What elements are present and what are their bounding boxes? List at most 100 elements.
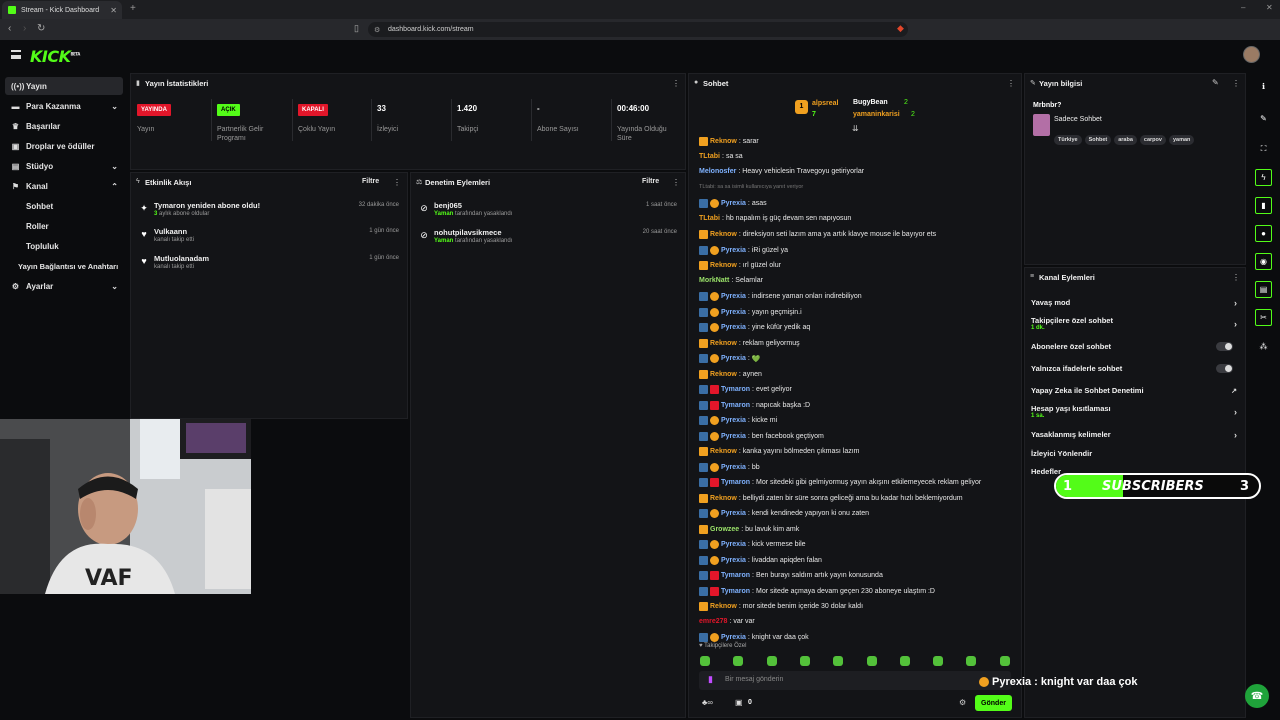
emote-icon[interactable] bbox=[833, 656, 844, 666]
sidebar-subitem-stream-key[interactable]: Yayın Bağlantısı ve Anahtarı bbox=[18, 262, 119, 271]
avatar[interactable] bbox=[1243, 46, 1260, 63]
sidebar-subitem-chat[interactable]: Sohbet bbox=[26, 202, 54, 211]
emote-icon[interactable] bbox=[766, 656, 777, 666]
banned-words-row[interactable]: Yasaklanmış kelimeler › bbox=[1031, 430, 1237, 440]
help-chat-button[interactable]: ☎ bbox=[1245, 684, 1269, 708]
more-options-icon[interactable]: ⋮ bbox=[393, 178, 401, 187]
shield-icon[interactable]: ▮ bbox=[1255, 197, 1272, 214]
chat-message[interactable]: TLtabi: sa sa bbox=[699, 152, 743, 160]
more-options-icon[interactable]: ⋮ bbox=[672, 178, 680, 187]
chat-message[interactable]: Tymaron: Mor sitedeki gibi gelmiyormuş ya… bbox=[699, 478, 981, 487]
chat-settings-icon[interactable]: ⚙ bbox=[959, 698, 967, 707]
chat-message[interactable]: Reknow: direksiyon seti lazım ama ya artı… bbox=[699, 230, 936, 239]
slow-mode-row[interactable]: Yavaş mod › bbox=[1031, 298, 1237, 308]
wrench-icon[interactable]: ✂ bbox=[1255, 309, 1272, 326]
chat-username[interactable]: Tymaron bbox=[721, 572, 751, 579]
sidebar-item-channel[interactable]: ⚑ Kanal ⌃ bbox=[5, 177, 123, 195]
pencil-icon[interactable]: ✎ bbox=[1260, 114, 1267, 123]
chat-message[interactable]: Tymaron: evet geliyor bbox=[699, 385, 792, 394]
chat-username[interactable]: Reknow bbox=[710, 231, 737, 238]
filter-button[interactable]: Filtre bbox=[362, 178, 380, 185]
tag[interactable]: carpov bbox=[1139, 135, 1166, 145]
emote-icon[interactable] bbox=[700, 656, 710, 666]
chat-username[interactable]: Pyrexia bbox=[721, 463, 746, 471]
chat-message[interactable]: Pyrexia: yayın geçmişin.i bbox=[699, 307, 802, 317]
bookmark-icon[interactable]: ▯ bbox=[354, 23, 359, 33]
chat-message[interactable]: emre278: var var bbox=[699, 617, 755, 625]
list-item[interactable]: ♥ Vulkaann kanalı takip etti 1 gün önce bbox=[137, 226, 399, 250]
chat-message[interactable]: Reknow: reklam geliyormuş bbox=[699, 338, 800, 348]
chat-message[interactable]: Reknow: aynen bbox=[699, 369, 762, 379]
more-options-icon[interactable]: ⋮ bbox=[1007, 79, 1015, 88]
tag[interactable]: yaman bbox=[1168, 135, 1195, 145]
chat-username[interactable]: Pyrexia bbox=[721, 541, 746, 548]
ai-moderation-row[interactable]: Yapay Zeka ile Sohbet Denetimi ↗ bbox=[1031, 386, 1237, 395]
chat-message[interactable]: Pyrexia: indirsene yaman onları indirebil… bbox=[699, 292, 862, 301]
chat-username[interactable]: Pyrexia bbox=[721, 324, 746, 331]
more-options-icon[interactable]: ⋮ bbox=[1232, 273, 1240, 282]
chat-message[interactable]: Pyrexia: bb bbox=[699, 462, 760, 472]
chat-username[interactable]: Tymaron bbox=[721, 401, 751, 409]
kick-points-icon[interactable]: ♣∞ bbox=[702, 698, 713, 707]
sidebar-item-studio[interactable]: ▤ Stüdyo ⌄ bbox=[5, 157, 123, 175]
url-field[interactable]: ⚙ dashboard.kick.com/stream bbox=[368, 22, 908, 37]
chat-message[interactable]: MorkNatt: Selamlar bbox=[699, 276, 763, 284]
emote-only-toggle[interactable] bbox=[1216, 364, 1233, 373]
list-item[interactable]: ♥ Mutluolanadam kanalı takip etti 1 gün önc… bbox=[137, 253, 399, 277]
emote-icon[interactable] bbox=[899, 656, 910, 666]
tag[interactable]: araba bbox=[1114, 135, 1137, 145]
account-age-row[interactable]: Hesap yaşı kısıtlaması 1 sa. › bbox=[1031, 404, 1237, 419]
gift-icon[interactable]: ▣ bbox=[735, 698, 743, 707]
followers-only-row[interactable]: Takipçilere özel sohbet 1 dk. › bbox=[1031, 316, 1237, 331]
chat-message[interactable]: Pyrexia: kicke mi bbox=[699, 416, 777, 425]
sidebar-item-drops[interactable]: ▣ Droplar ve ödüller bbox=[5, 137, 123, 155]
chat-username[interactable]: Pyrexia bbox=[721, 634, 746, 641]
chat-username[interactable]: Pyrexia bbox=[721, 246, 746, 254]
broadcast-icon[interactable]: ◉ bbox=[1255, 253, 1272, 270]
chat-username[interactable]: Pyrexia bbox=[721, 355, 746, 362]
forward-icon[interactable]: › bbox=[23, 23, 27, 34]
chat-username[interactable]: Reknow bbox=[710, 262, 737, 269]
brave-shield-icon[interactable]: ◆ bbox=[897, 23, 904, 33]
list-item[interactable]: ✦ Tymaron yeniden abone oldu! 3 aylık abon… bbox=[137, 200, 399, 224]
site-info-icon[interactable]: ⚙ bbox=[374, 26, 381, 34]
chat-username[interactable]: Reknow bbox=[710, 603, 737, 610]
chat-username[interactable]: Growzee bbox=[710, 525, 740, 533]
fullscreen-icon[interactable]: ⛶ bbox=[1260, 143, 1267, 153]
chat-message[interactable]: Pyrexia: iRi güzel ya bbox=[699, 245, 788, 255]
microphone-icon[interactable]: ▮ bbox=[708, 674, 713, 684]
chat-username[interactable]: TLtabi bbox=[699, 214, 720, 222]
chat-message[interactable]: Reknow: ırl güzel olur bbox=[699, 261, 781, 270]
chat-message[interactable]: Pyrexia: yine küfür yedik aq bbox=[699, 323, 810, 332]
sidebar-item-monetization[interactable]: ▬ Para Kazanma ⌄ bbox=[5, 97, 123, 115]
chat-username[interactable]: Reknow bbox=[710, 339, 737, 347]
chat-message[interactable]: TLtabi: sa sa isimli kullanıcıya yanıt v… bbox=[699, 184, 803, 190]
filter-button[interactable]: Filtre bbox=[642, 178, 660, 185]
tag[interactable]: Sohbet bbox=[1084, 135, 1112, 145]
chat-message[interactable]: Reknow: kanka yayını bölmeden çıkması laz… bbox=[699, 447, 860, 456]
chat-message[interactable]: TLtabi: hb napalım iş güç devam sen napıy… bbox=[699, 214, 852, 222]
chat-message[interactable]: Pyrexia: livaddan apiqden falan bbox=[699, 555, 822, 565]
chat-message[interactable]: Growzee: bu lavuk kim amk bbox=[699, 524, 799, 534]
chat-username[interactable]: TLtabi bbox=[699, 152, 720, 160]
chat-username[interactable]: Reknow bbox=[710, 370, 737, 378]
list-item[interactable]: ⊘ nohutpilavsikmece Yaman tarafından yasak… bbox=[417, 227, 677, 251]
chat-username[interactable]: MorkNatt bbox=[699, 276, 730, 284]
chat-username[interactable]: Pyrexia bbox=[721, 556, 746, 564]
window-close-icon[interactable]: ✕ bbox=[1266, 3, 1273, 12]
lightning-icon[interactable]: ϟ bbox=[1255, 169, 1272, 186]
emote-icon[interactable] bbox=[933, 656, 944, 666]
chat-message[interactable]: Pyrexia: kick vermese bile bbox=[699, 540, 806, 549]
more-options-icon[interactable]: ⋮ bbox=[672, 79, 680, 88]
emote-icon[interactable] bbox=[999, 656, 1010, 666]
chat-message[interactable]: Tymaron: Mor sitede açmaya devam geçen 23… bbox=[699, 586, 935, 596]
chat-message[interactable]: Pyrexia: ben facebook geçtiyom bbox=[699, 431, 824, 441]
sidebar-item-settings[interactable]: ⚙ Ayarlar ⌄ bbox=[5, 277, 123, 295]
chat-message[interactable]: Reknow: mor sitede benim içeride 30 dolar… bbox=[699, 602, 863, 611]
chat-message[interactable]: Tymaron: Ben burayı saldım artık yayın ko… bbox=[699, 571, 883, 580]
emote-icon[interactable] bbox=[799, 656, 810, 666]
chat-username[interactable]: Pyrexia bbox=[721, 510, 746, 517]
chat-username[interactable]: Tymaron bbox=[721, 587, 751, 595]
chat-username[interactable]: Pyrexia bbox=[721, 200, 746, 207]
info-icon[interactable]: ℹ bbox=[1261, 82, 1266, 91]
